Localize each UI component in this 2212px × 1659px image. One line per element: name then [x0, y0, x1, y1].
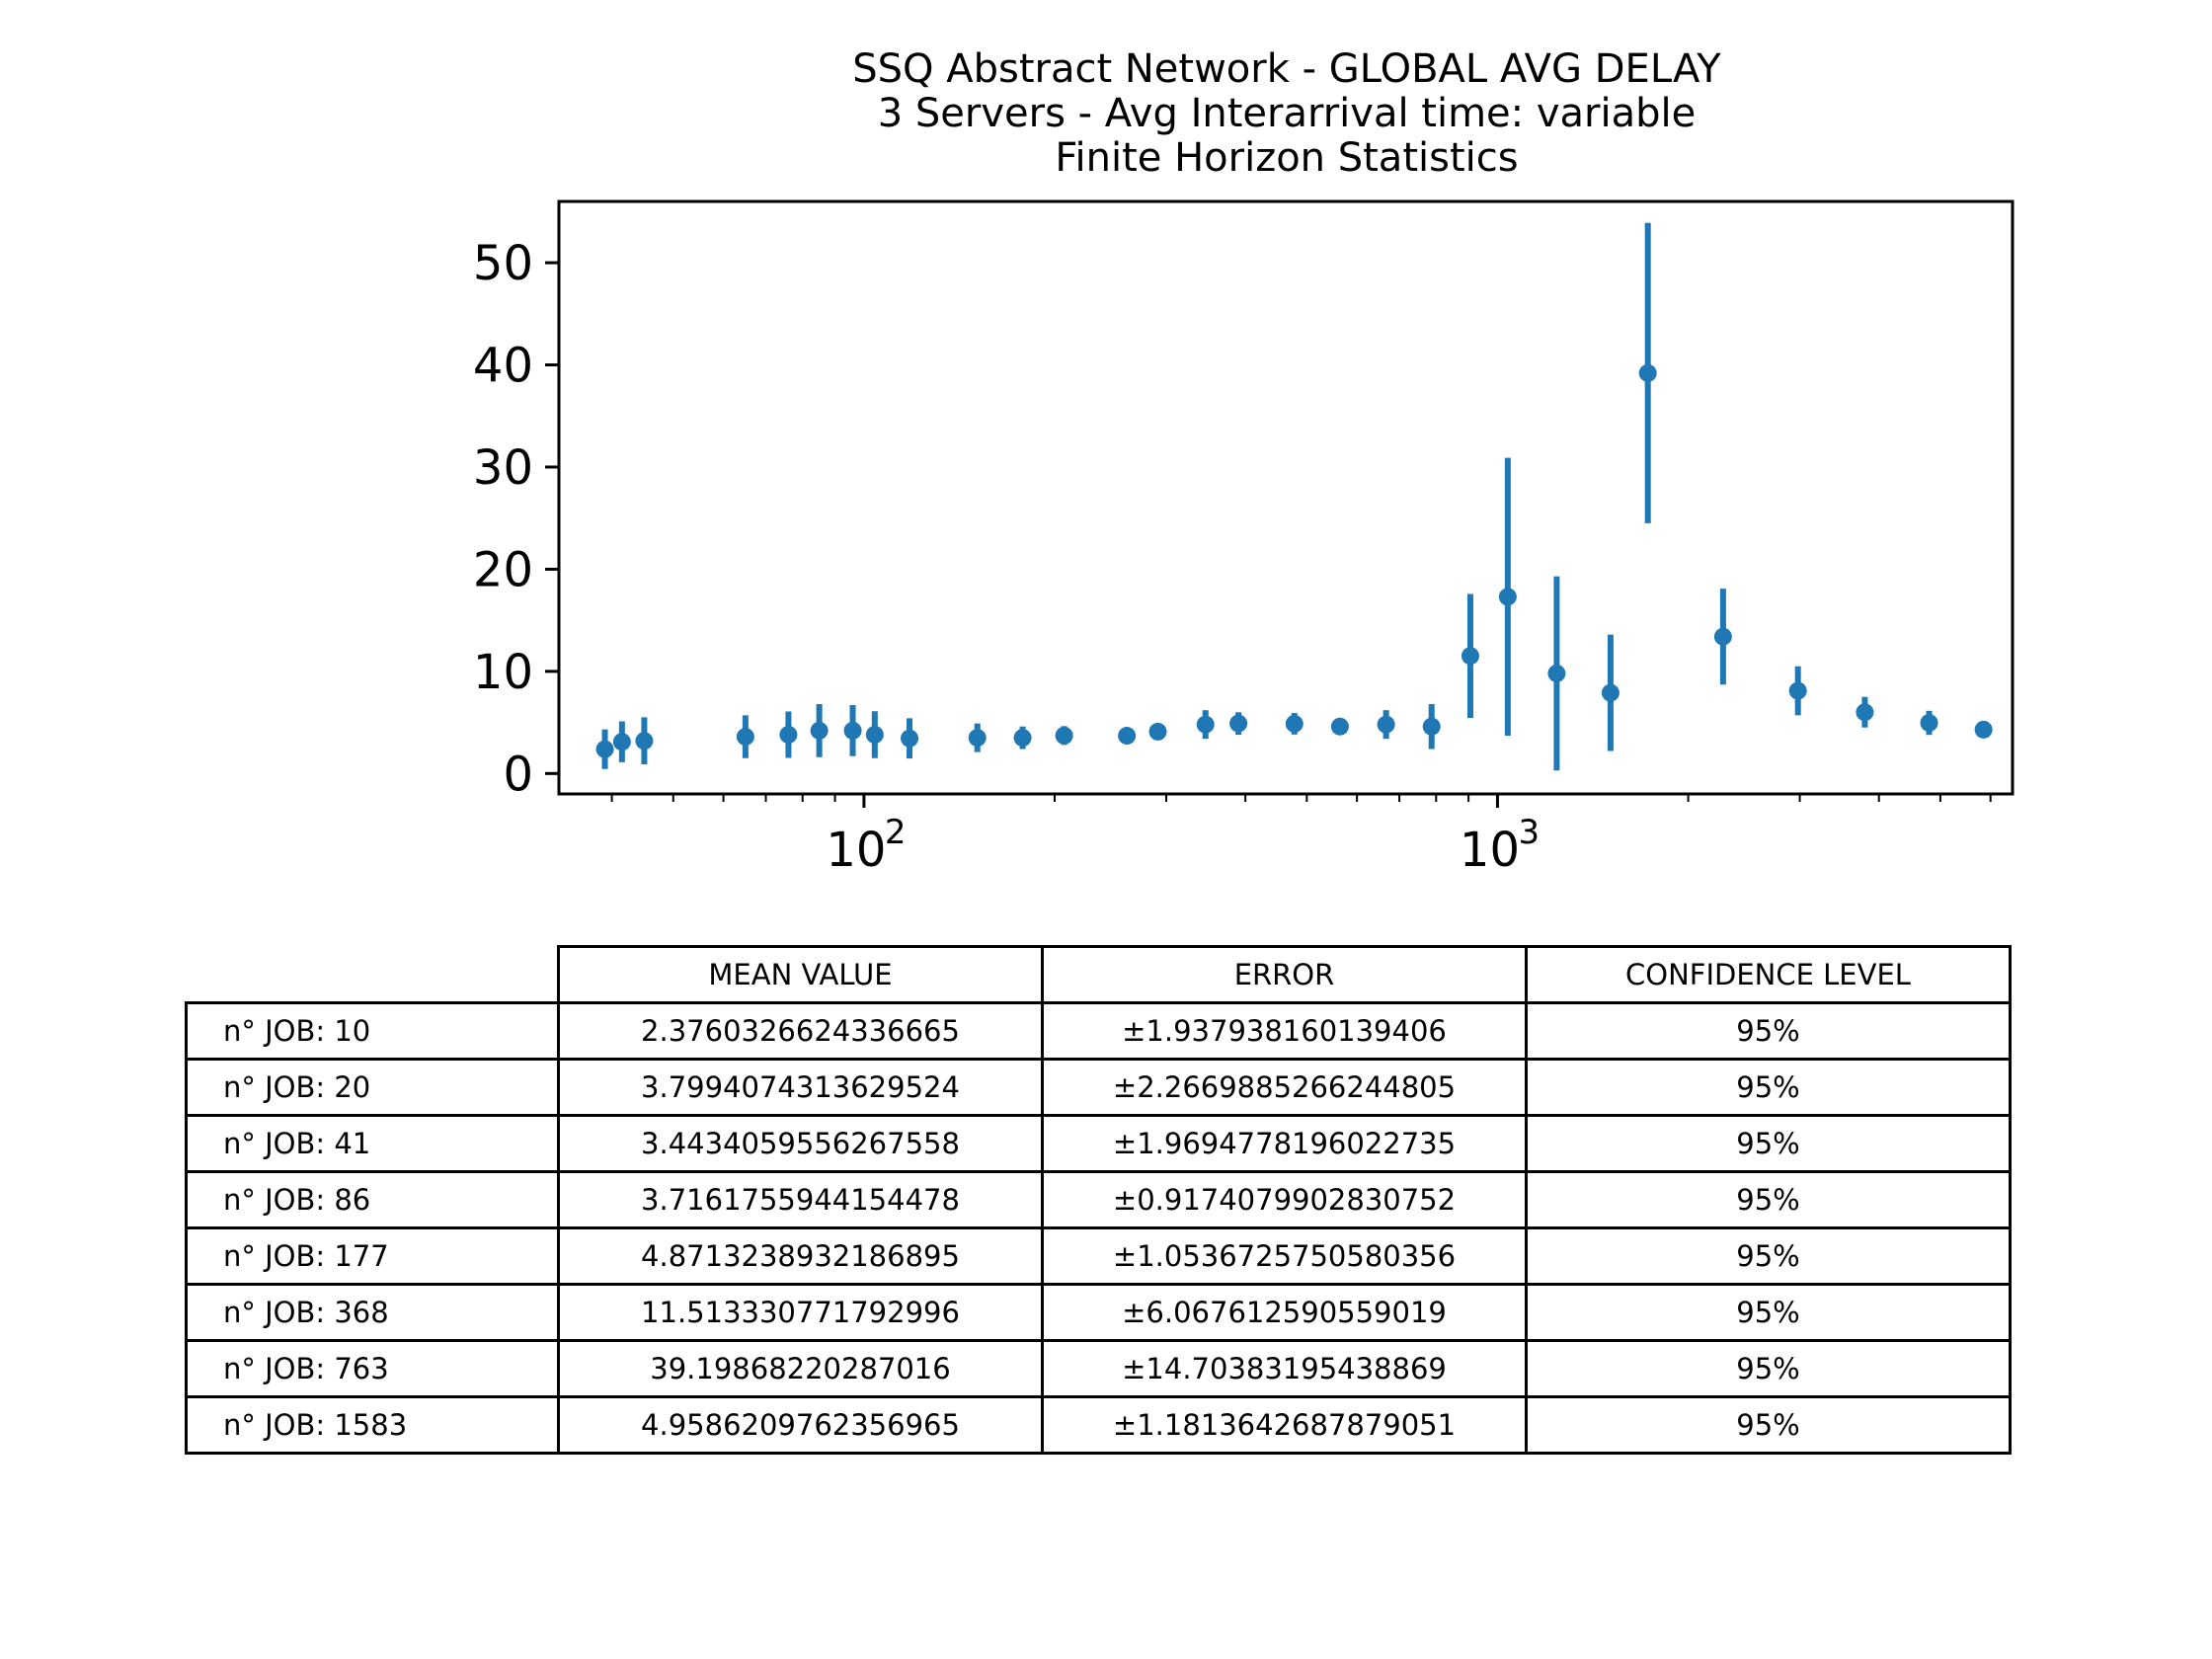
error-cell: ±1.9694778196022735 — [1041, 1114, 1528, 1173]
data-point — [1330, 717, 1349, 736]
plot-frame — [557, 199, 2014, 796]
x-tick-label-base: 10 — [1460, 823, 1520, 878]
data-point — [968, 729, 987, 748]
data-point — [865, 726, 884, 744]
table-row: n° JOB: 1583 4.9586209762356965 ±1.1813642… — [185, 1395, 2012, 1455]
data-point — [843, 721, 862, 740]
chart-title-line-1: SSQ Abstract Network - GLOBAL AVG DELAY — [852, 46, 1721, 92]
error-cell: ±6.067612590559019 — [1041, 1283, 1528, 1342]
stats-table: MEAN VALUE ERROR CONFIDENCE LEVEL n° JOB… — [185, 945, 2012, 1455]
mean-value-cell: 4.8713238932186895 — [557, 1226, 1044, 1286]
confidence-level-cell: 95% — [1525, 1001, 2012, 1061]
table-row: n° JOB: 368 11.513330771792996 ±6.06761259… — [185, 1283, 2012, 1342]
mean-value-cell: 3.4434059556267558 — [557, 1114, 1044, 1173]
y-tick-label: 20 — [473, 542, 533, 597]
chart: SSQ Abstract Network - GLOBAL AVG DELAY … — [473, 46, 2014, 878]
row-label-cell: n° JOB: 41 — [185, 1114, 560, 1173]
data-point — [635, 732, 654, 750]
y-tick-label: 0 — [503, 747, 533, 802]
error-cell: ±1.937938160139406 — [1041, 1001, 1528, 1061]
data-point — [1713, 627, 1732, 646]
data-point — [1377, 715, 1395, 734]
data-point — [595, 740, 614, 758]
row-label-cell: n° JOB: 368 — [185, 1283, 560, 1342]
data-point — [779, 726, 798, 744]
data-point — [1148, 722, 1167, 741]
y-tick-label: 10 — [473, 645, 533, 700]
data-point — [612, 733, 631, 751]
mean-value-cell: 3.7994074313629524 — [557, 1058, 1044, 1117]
confidence-level-cell: 95% — [1525, 1283, 2012, 1342]
x-tick-label-exponent: 2 — [885, 813, 907, 852]
error-cell: ±1.0536725750580356 — [1041, 1226, 1528, 1286]
confidence-level-cell: 95% — [1525, 1226, 2012, 1286]
y-tick-label: 50 — [473, 236, 533, 291]
data-point — [1856, 703, 1874, 722]
confidence-level-cell: 95% — [1525, 1339, 2012, 1398]
y-tick-label: 40 — [473, 339, 533, 394]
error-cell: ±1.1813642687879051 — [1041, 1395, 1528, 1455]
table-body: MEAN VALUE ERROR CONFIDENCE LEVEL n° JOB… — [185, 945, 2012, 1455]
table-row: n° JOB: 10 2.3760326624336665 ±1.937938160… — [185, 1001, 2012, 1061]
row-label-cell: n° JOB: 20 — [185, 1058, 560, 1117]
confidence-level-cell: 95% — [1525, 1395, 2012, 1455]
row-label-cell: n° JOB: 86 — [185, 1170, 560, 1229]
table-header-row: MEAN VALUE ERROR CONFIDENCE LEVEL — [187, 945, 2012, 1004]
row-label-cell: n° JOB: 763 — [185, 1339, 560, 1398]
data-point — [1285, 714, 1304, 733]
table-row: n° JOB: 86 3.7161755944154478 ±0.917407990… — [185, 1170, 2012, 1229]
error-cell: ±14.70383195438869 — [1041, 1339, 1528, 1398]
data-point — [1601, 683, 1620, 702]
table-row: n° JOB: 20 3.7994074313629524 ±2.266988526… — [185, 1058, 2012, 1117]
data-point — [1788, 681, 1807, 700]
data-point — [1422, 717, 1441, 736]
table-row: n° JOB: 41 3.4434059556267558 ±1.969477819… — [185, 1114, 2012, 1173]
data-point — [736, 728, 754, 747]
error-cell: ±0.9174079902830752 — [1041, 1170, 1528, 1229]
table-row: n° JOB: 763 39.19868220287016 ±14.70383195… — [185, 1339, 2012, 1398]
header-confidence-level: CONFIDENCE LEVEL — [1525, 945, 2012, 1004]
confidence-level-cell: 95% — [1525, 1170, 2012, 1229]
data-point — [1013, 729, 1032, 748]
data-point — [1229, 714, 1248, 733]
data-point — [810, 721, 829, 740]
error-cell: ±2.2669885266244805 — [1041, 1058, 1528, 1117]
x-tick-label-exponent: 3 — [1518, 813, 1540, 852]
data-point — [1920, 714, 1938, 732]
mean-value-cell: 2.3760326624336665 — [557, 1001, 1044, 1061]
x-tick-label-base: 10 — [826, 823, 886, 878]
data-marks — [595, 222, 1993, 771]
row-label-cell: n° JOB: 10 — [185, 1001, 560, 1061]
data-point — [1461, 647, 1479, 666]
data-point — [1118, 727, 1137, 746]
data-point — [901, 729, 919, 748]
data-point — [1196, 715, 1215, 734]
data-point — [1638, 363, 1657, 382]
confidence-level-cell: 95% — [1525, 1114, 2012, 1173]
y-tick-label: 30 — [473, 440, 533, 496]
mean-value-cell: 11.513330771792996 — [557, 1283, 1044, 1342]
chart-title-line-2: 3 Servers - Avg Interarrival time: varia… — [878, 91, 1696, 136]
confidence-level-cell: 95% — [1525, 1058, 2012, 1117]
header-mean-value: MEAN VALUE — [557, 945, 1044, 1004]
chart-title-line-3: Finite Horizon Statistics — [1055, 135, 1518, 181]
row-label-cell: n° JOB: 1583 — [185, 1395, 560, 1455]
table-corner — [187, 947, 559, 1003]
mean-value-cell: 3.7161755944154478 — [557, 1170, 1044, 1229]
row-label-cell: n° JOB: 177 — [185, 1226, 560, 1286]
mean-value-cell: 39.19868220287016 — [557, 1339, 1044, 1398]
data-point — [1498, 588, 1517, 606]
table-row: n° JOB: 177 4.8713238932186895 ±1.05367257… — [185, 1226, 2012, 1286]
data-point — [1547, 664, 1566, 682]
header-error: ERROR — [1041, 945, 1528, 1004]
data-point — [1974, 720, 1993, 739]
data-point — [1055, 726, 1073, 745]
mean-value-cell: 4.9586209762356965 — [557, 1395, 1044, 1455]
